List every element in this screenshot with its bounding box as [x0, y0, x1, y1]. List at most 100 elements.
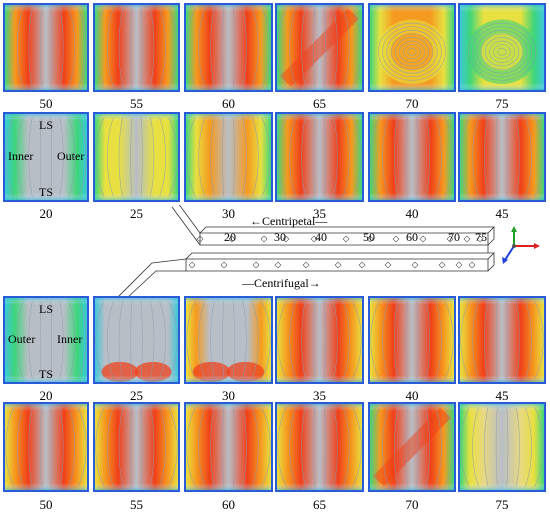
- panel-position-label: 60: [222, 96, 235, 111]
- panel-position-label: 40: [405, 206, 419, 221]
- position-marker: [411, 261, 419, 269]
- panel-field: [370, 5, 454, 90]
- streamline-panel: [275, 402, 364, 492]
- schematic-position-label: 75: [475, 230, 487, 244]
- schematic-position-label: 30: [274, 230, 286, 244]
- panel-inner-label-bottom: TS: [39, 185, 54, 199]
- streamlines: [5, 301, 87, 379]
- streamline-panel: [368, 3, 456, 92]
- panel-inner-label-top: LS: [39, 118, 54, 132]
- schematic-position-label: 40: [315, 230, 327, 244]
- panel-field: [186, 5, 271, 90]
- streamlines: [370, 117, 454, 197]
- position-marker: [302, 261, 310, 269]
- position-marker: [446, 235, 454, 243]
- position-marker: [392, 235, 400, 243]
- panel-field: [186, 114, 271, 200]
- position-marker: [188, 261, 196, 269]
- streamline-panel: [458, 112, 546, 202]
- position-marker: [463, 235, 471, 243]
- streamline-panel: [93, 402, 180, 492]
- streamlines: [460, 407, 544, 487]
- streamlines: [5, 117, 87, 197]
- panel-position-label: 25: [130, 206, 143, 221]
- position-marker: [476, 235, 484, 243]
- centrifugal-label: —Centrifugal→: [242, 276, 321, 291]
- streamline-panel: [184, 296, 273, 384]
- position-marker: [310, 235, 318, 243]
- panel-position-label: 70: [405, 96, 419, 111]
- panel-field: [460, 298, 544, 382]
- panel-position-label: 55: [130, 497, 143, 512]
- position-marker: [419, 235, 427, 243]
- streamline-panel: [93, 3, 180, 92]
- panel-position-label: 55: [130, 96, 143, 111]
- panel-position-label: 25: [130, 388, 143, 403]
- panel-field: [460, 114, 544, 200]
- panel-position-label: 35: [313, 206, 326, 221]
- panel-position-label: 45: [495, 206, 509, 221]
- panel-position-label: 75: [495, 497, 509, 512]
- centripetal-duct: [199, 226, 495, 246]
- streamlines: [277, 407, 362, 487]
- panel-inner-label-right: Outer: [57, 149, 85, 163]
- position-marker: [455, 261, 463, 269]
- panel-field: [277, 404, 362, 490]
- streamline-panel: [458, 3, 546, 92]
- panel-field: [460, 5, 544, 90]
- panel-inner-label-top: LS: [39, 302, 54, 316]
- panel-position-label: 20: [39, 206, 53, 221]
- panel-inner-label-right: Inner: [57, 332, 83, 346]
- panel-field: [95, 114, 178, 200]
- panel-field: [5, 5, 87, 90]
- streamline-panel: [275, 112, 364, 202]
- coordinate-axes-icon: [500, 226, 550, 276]
- position-marker: [274, 261, 282, 269]
- panel-field: [370, 114, 454, 200]
- panel-field: [277, 5, 362, 90]
- streamline-panel: [93, 296, 180, 384]
- streamlines: [277, 301, 362, 379]
- streamline-panel: [3, 402, 89, 492]
- position-marker: [282, 235, 290, 243]
- streamline-panel: [3, 3, 89, 92]
- streamlines: [460, 117, 544, 197]
- streamlines: [460, 301, 544, 379]
- streamline-panel: [184, 112, 273, 202]
- position-marker: [438, 261, 446, 269]
- streamlines: [95, 117, 178, 197]
- panel-inner-label-bottom: TS: [39, 367, 54, 381]
- streamline-panel: LS TS Outer Inner: [3, 296, 89, 384]
- position-marker: [334, 261, 342, 269]
- dash: —: [242, 276, 254, 290]
- schematic-position-label: 50: [363, 230, 375, 244]
- schematic-position-label: 20: [224, 230, 236, 244]
- panel-position-label: 70: [405, 497, 419, 512]
- streamlines: [5, 8, 87, 87]
- arrow-right-icon: →: [308, 276, 321, 290]
- panel-field: [186, 298, 271, 382]
- streamline-panel: [93, 112, 180, 202]
- position-marker: [342, 235, 350, 243]
- panel-field: [95, 298, 178, 382]
- z-axis-arrow: [504, 245, 515, 261]
- position-marker: [228, 235, 236, 243]
- streamline-panel: [275, 296, 364, 384]
- streamline-panel: [184, 402, 273, 492]
- panel-position-label: 20: [39, 388, 53, 403]
- streamlines: [277, 117, 362, 197]
- panel-inner-label-left: Outer: [8, 332, 36, 346]
- position-marker: [260, 235, 268, 243]
- panel-position-label: 60: [222, 497, 235, 512]
- panel-field: [5, 404, 87, 490]
- centripetal-label: ←Centripetal—: [250, 214, 327, 229]
- schematic-position-label: 60: [406, 230, 418, 244]
- arrow-left-icon: ←: [250, 214, 262, 228]
- streamline-panel: [458, 296, 546, 384]
- panel-position-label: 30: [222, 388, 235, 403]
- panel-field: [460, 404, 544, 490]
- position-marker: [384, 261, 392, 269]
- panel-position-label: 30: [222, 206, 235, 221]
- position-marker: [468, 261, 476, 269]
- streamlines: [468, 22, 536, 81]
